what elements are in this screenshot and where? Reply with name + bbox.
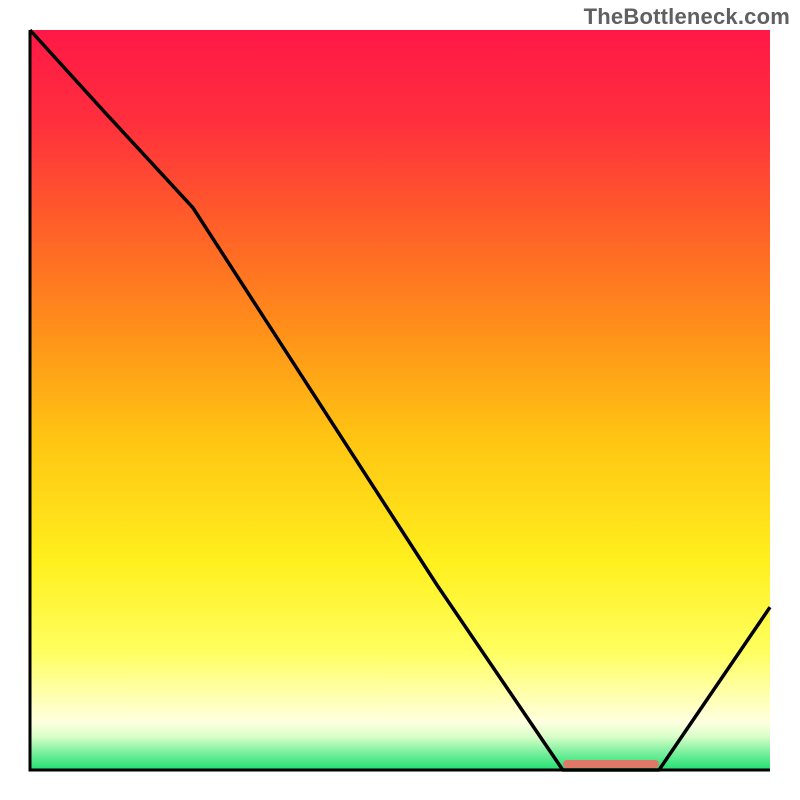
chart-stage: TheBottleneck.com: [0, 0, 800, 800]
bottleneck-chart: [0, 0, 800, 800]
target-marker: [563, 760, 659, 768]
gradient-background: [30, 30, 770, 770]
